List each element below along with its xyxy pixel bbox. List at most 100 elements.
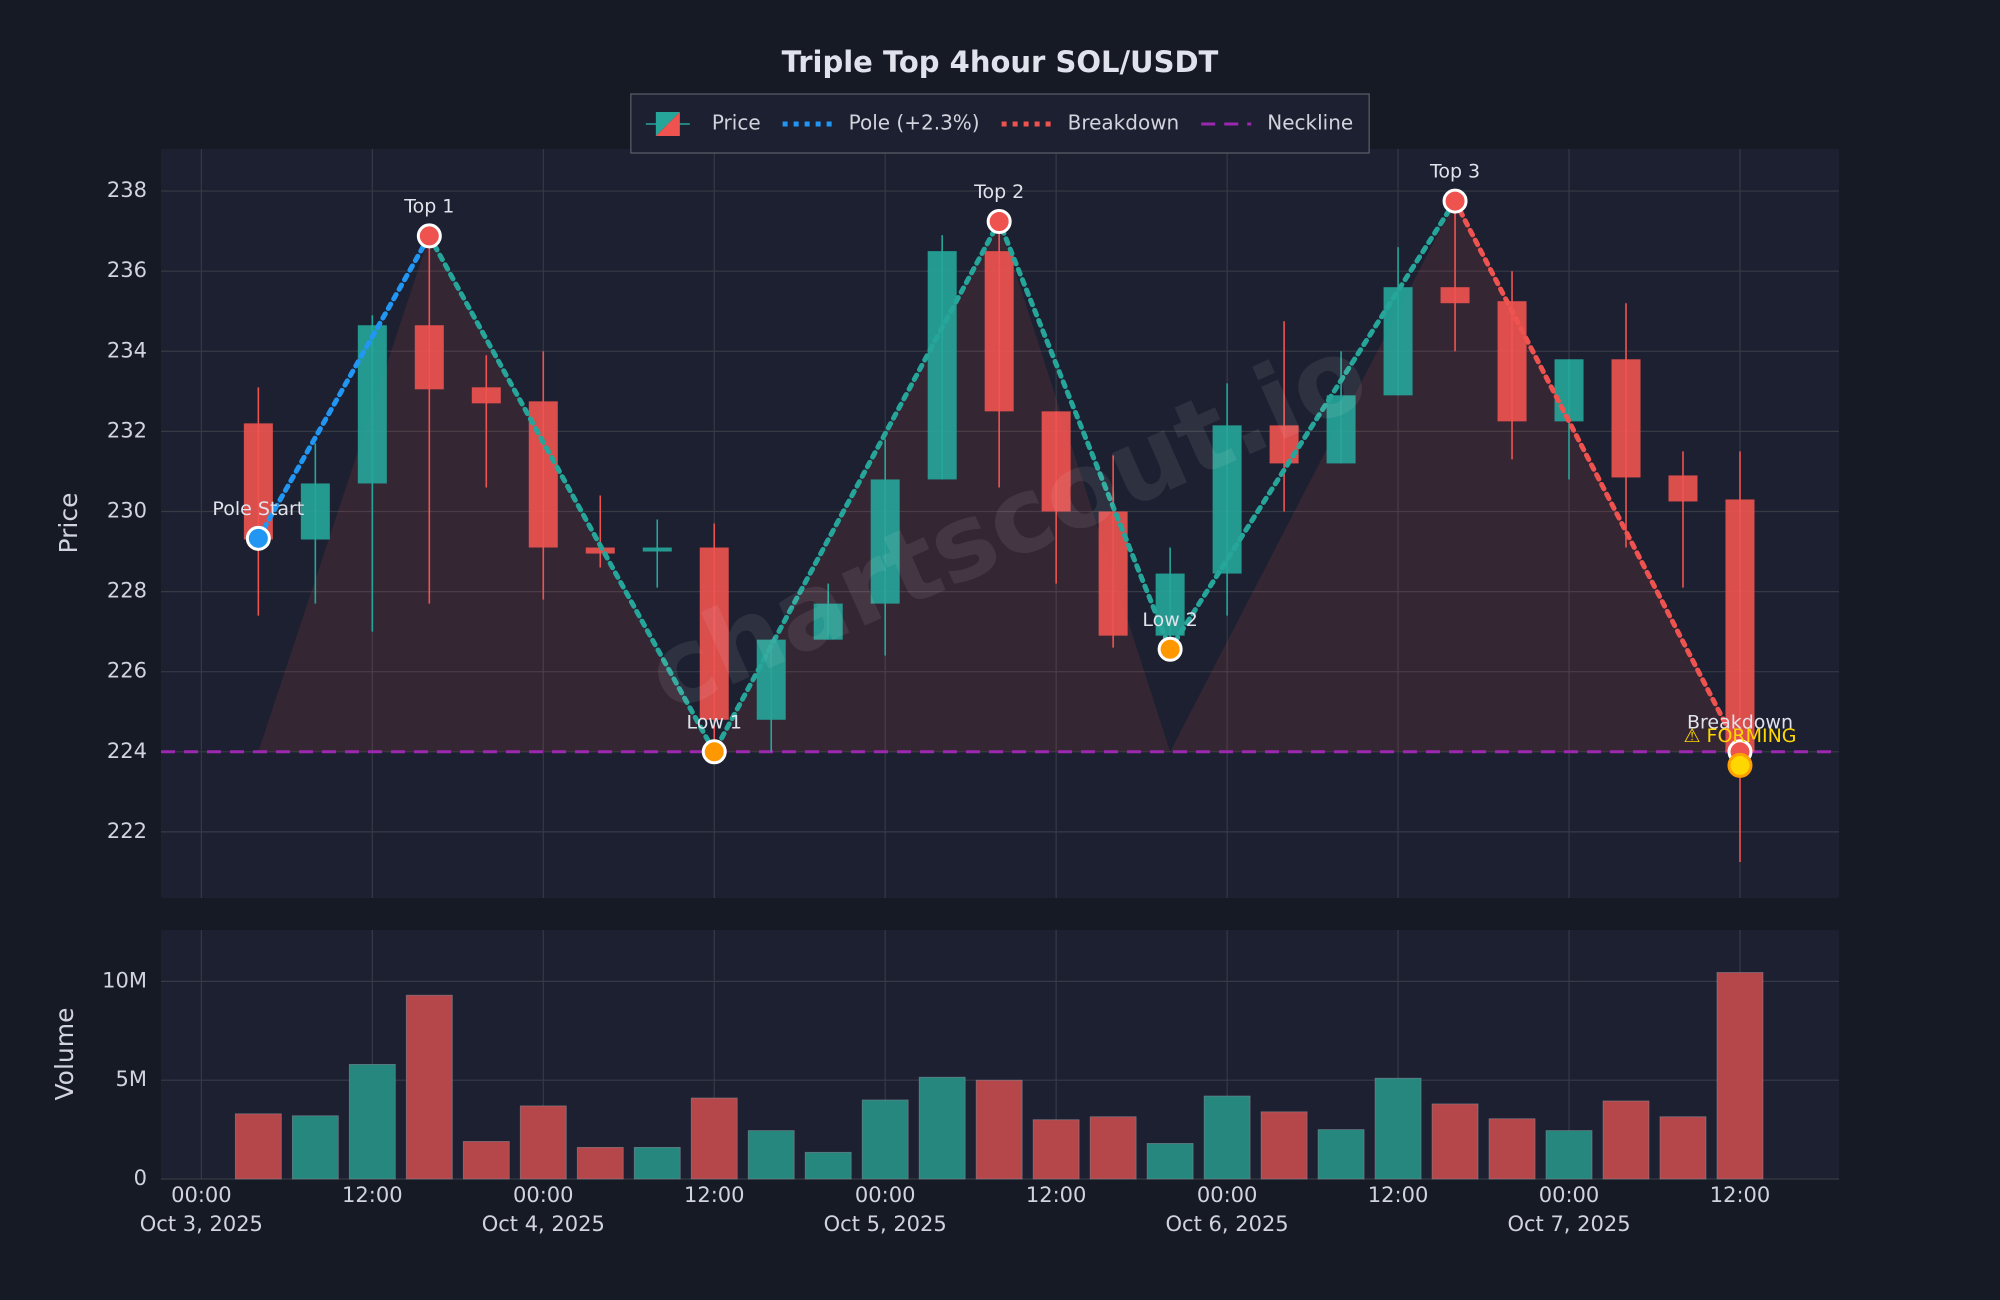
- y-tick-label: 230: [107, 498, 147, 522]
- x-tick-label: 12:00: [1710, 1183, 1771, 1207]
- legend-label: Pole (+2.3%): [849, 111, 980, 135]
- volume-bar: [1317, 1129, 1365, 1180]
- y-tick-label: 228: [107, 579, 147, 603]
- point-label: Low 1: [686, 711, 742, 733]
- candle-body: [528, 401, 558, 548]
- point-label: Top 1: [403, 195, 454, 217]
- volume-bar: [690, 1097, 738, 1180]
- volume-bar: [1374, 1077, 1422, 1180]
- volume-bar: [804, 1151, 852, 1180]
- volume-bar: [576, 1146, 624, 1180]
- candle-body: [471, 387, 501, 404]
- point-label: Pole Start: [212, 498, 304, 520]
- candle-body: [1668, 475, 1698, 502]
- pattern-point: [416, 223, 442, 249]
- volume-bar: [519, 1105, 567, 1180]
- y-axis-label: Price: [54, 493, 83, 554]
- x-tick-label: Oct 4, 2025: [482, 1212, 605, 1236]
- volume-bar: [1602, 1100, 1650, 1180]
- volume-tick-label: 5M: [116, 1067, 147, 1091]
- x-tick-label: 00:00: [855, 1183, 916, 1207]
- candle-body: [1725, 499, 1755, 752]
- candle-body: [300, 483, 330, 540]
- point-label: ⚠ FORMING: [1683, 725, 1796, 747]
- candle-body: [1041, 411, 1071, 512]
- volume-bar: [1089, 1116, 1137, 1180]
- legend-label: Breakdown: [1068, 111, 1180, 135]
- x-tick-label: Oct 3, 2025: [140, 1212, 263, 1236]
- candle-body: [357, 325, 387, 484]
- y-tick-label: 238: [107, 178, 147, 202]
- candle-body: [870, 479, 900, 604]
- pattern-line: [255, 233, 432, 541]
- volume-bar: [1431, 1103, 1479, 1180]
- candle-body: [756, 639, 786, 720]
- x-tick-label: 00:00: [1539, 1183, 1600, 1207]
- volume-bar: [747, 1130, 795, 1180]
- candle-body: [1497, 301, 1527, 422]
- candle-body: [1611, 359, 1641, 478]
- legend-label: Neckline: [1267, 111, 1353, 135]
- y-tick-label: 226: [107, 659, 147, 683]
- volume-bar: [1260, 1111, 1308, 1180]
- candle-body: [243, 423, 273, 540]
- candle-body: [1554, 359, 1584, 422]
- volume-bar: [291, 1115, 339, 1180]
- labels: Triple Top 4hour SOL/USDT Price Volume 2…: [50, 45, 1770, 1236]
- candle-body: [984, 251, 1014, 412]
- volume-bar: [1716, 972, 1764, 1180]
- volume-bar: [234, 1113, 282, 1180]
- candle-body: [642, 547, 672, 552]
- x-tick-label: 12:00: [342, 1183, 403, 1207]
- legend-icon: [655, 112, 680, 136]
- volume-bar: [1032, 1119, 1080, 1180]
- pattern-line: [1452, 198, 1743, 755]
- volume-tick-label: 0: [134, 1166, 147, 1190]
- x-tick-label: Oct 5, 2025: [824, 1212, 947, 1236]
- candle-body: [414, 325, 444, 390]
- chart-title: Triple Top 4hour SOL/USDT: [782, 45, 1219, 79]
- volume-axis-label: Volume: [50, 1008, 79, 1101]
- candle-body: [699, 547, 729, 720]
- legend: Price Pole (+2.3%) Breakdown Neckline: [630, 93, 1370, 154]
- volume-bar: [1659, 1116, 1707, 1180]
- volume-bar: [1488, 1118, 1536, 1180]
- volume-bar: [462, 1141, 510, 1180]
- point-label: Top 2: [973, 181, 1024, 203]
- x-tick-label: 12:00: [684, 1183, 745, 1207]
- pattern-point: [701, 739, 727, 765]
- x-tick-label: Oct 6, 2025: [1166, 1212, 1289, 1236]
- y-tick-label: 224: [107, 739, 147, 763]
- volume-bar: [861, 1099, 909, 1180]
- y-tick-label: 222: [107, 819, 147, 843]
- x-tick-label: 00:00: [513, 1183, 574, 1207]
- peak-fill: [1170, 201, 1740, 752]
- volume-bar: [975, 1079, 1023, 1180]
- pattern-point: [245, 525, 271, 551]
- x-tick-label: 12:00: [1026, 1183, 1087, 1207]
- volume-bar: [348, 1063, 396, 1180]
- candle-body: [585, 547, 615, 554]
- volume-bar: [1203, 1095, 1251, 1180]
- volume-bar: [405, 994, 453, 1180]
- marks: [234, 203, 1764, 1180]
- pattern-points: Pole Start Top 1 Low 1 Top 2 Low 2 Top 3 Break…: [212, 161, 1797, 778]
- candle-body: [1440, 287, 1470, 304]
- y-tick-label: 232: [107, 418, 147, 442]
- pattern-point: [1157, 636, 1183, 662]
- legend-box: [630, 93, 1370, 154]
- pattern-point: [1727, 752, 1753, 778]
- candle-body: [1098, 511, 1128, 636]
- point-label: Top 3: [1429, 161, 1480, 183]
- x-tick-label: 12:00: [1368, 1183, 1429, 1207]
- pattern-point: [1442, 188, 1468, 214]
- point-label: Low 2: [1142, 609, 1198, 631]
- y-tick-label: 236: [107, 258, 147, 282]
- volume-bar: [918, 1076, 966, 1180]
- legend-label: Price: [712, 111, 761, 135]
- volume-bar: [1545, 1130, 1593, 1180]
- point-label: Breakdown: [1687, 711, 1793, 733]
- volume-tick-label: 10M: [102, 968, 147, 992]
- volume-bar: [1146, 1143, 1194, 1180]
